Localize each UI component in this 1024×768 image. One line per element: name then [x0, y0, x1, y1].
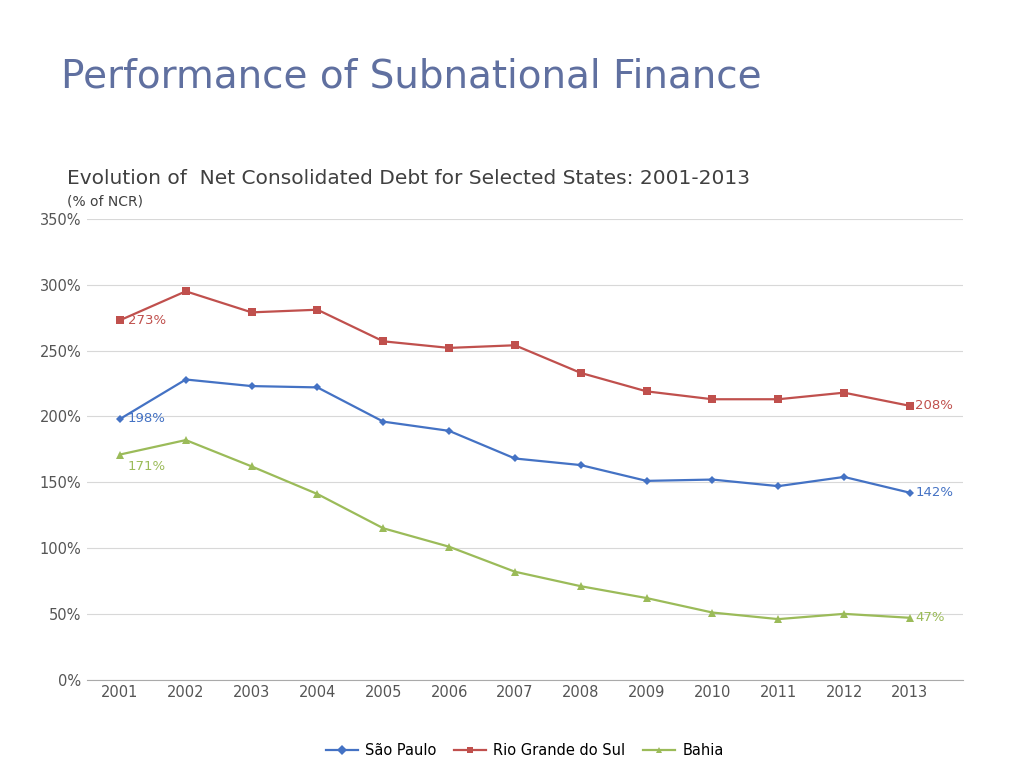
Text: Evolution of  Net Consolidated Debt for Selected States: 2001-2013: Evolution of Net Consolidated Debt for S… — [67, 169, 750, 188]
Text: (% of NCR): (% of NCR) — [67, 195, 142, 209]
Text: 198%: 198% — [128, 412, 166, 425]
Text: 142%: 142% — [915, 486, 953, 499]
Legend: São Paulo, Rio Grande do Sul, Bahia: São Paulo, Rio Grande do Sul, Bahia — [319, 737, 730, 764]
Text: 171%: 171% — [128, 460, 166, 473]
Text: 47%: 47% — [915, 611, 945, 624]
Text: Performance of Subnational Finance: Performance of Subnational Finance — [61, 58, 762, 96]
Text: 208%: 208% — [915, 399, 953, 412]
Text: 273%: 273% — [128, 314, 166, 326]
